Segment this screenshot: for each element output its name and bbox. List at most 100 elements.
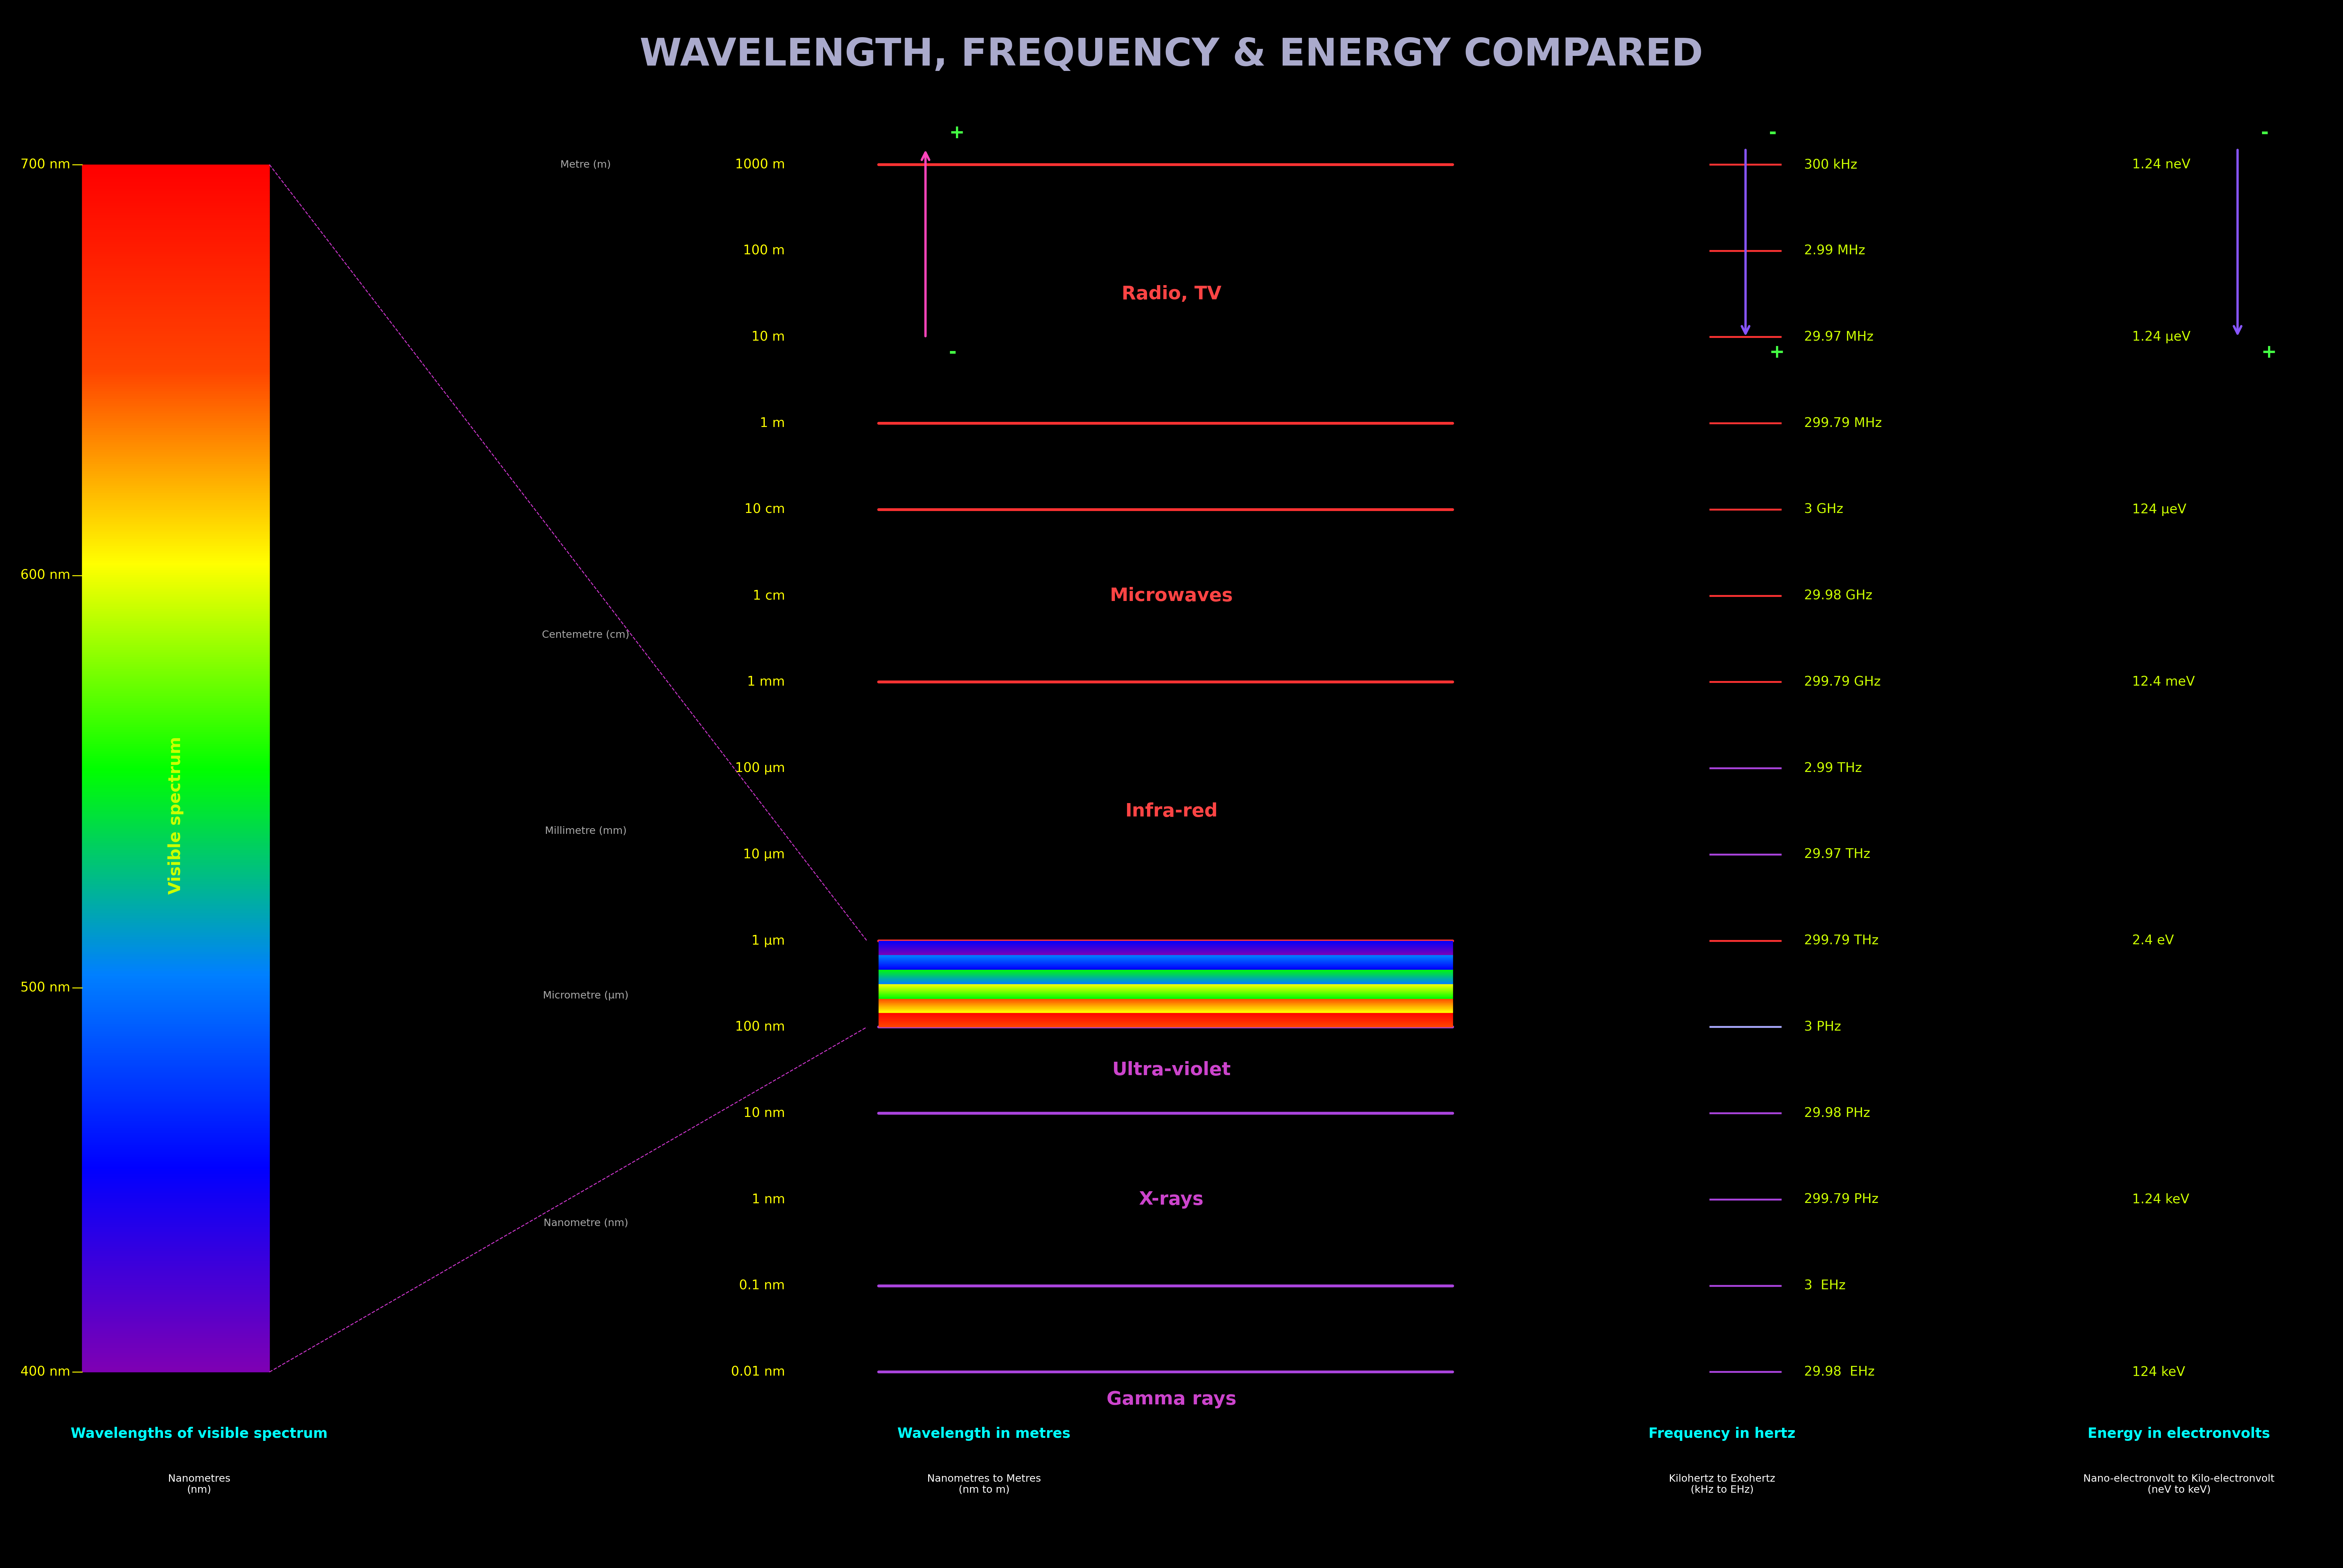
Bar [82,263,269,267]
Text: Metre (m): Metre (m) [560,160,612,169]
Bar [82,179,269,182]
Bar [82,1254,269,1256]
Bar [82,831,269,834]
Bar [82,1359,269,1363]
Bar [82,1264,269,1265]
Bar [82,884,269,886]
Bar [82,679,269,682]
Bar [82,478,269,481]
Bar [82,193,269,196]
Text: +: + [949,124,965,143]
Bar [82,1138,269,1140]
Bar [82,362,269,365]
Bar [82,826,269,828]
Text: 10 nm: 10 nm [743,1107,785,1120]
Bar [82,638,269,640]
Text: 3 GHz: 3 GHz [1804,503,1844,516]
Text: +: + [2261,343,2277,362]
Bar [82,191,269,193]
Bar [82,613,269,616]
Bar [82,257,269,259]
Bar [82,848,269,850]
Bar [82,394,269,397]
Bar [82,1261,269,1264]
Text: 1 μm: 1 μm [752,935,785,947]
Bar [82,535,269,536]
Text: 0.01 nm: 0.01 nm [731,1366,785,1378]
Bar [82,861,269,862]
Bar [82,1220,269,1223]
Bar [82,1217,269,1220]
Bar [82,241,269,245]
Bar [82,285,269,289]
Bar [82,187,269,188]
Text: 10 cm: 10 cm [745,503,785,516]
Bar [82,839,269,840]
Text: Kilohertz to Exohertz
(kHz to EHz): Kilohertz to Exohertz (kHz to EHz) [1668,1474,1776,1494]
Bar [82,224,269,227]
Bar [82,1273,269,1275]
Bar [82,1113,269,1116]
Bar [82,947,269,950]
Bar [82,447,269,450]
Bar [82,541,269,544]
Bar [82,1270,269,1273]
Bar [82,1314,269,1317]
Bar [82,549,269,550]
Bar [82,1013,269,1014]
Bar [82,290,269,293]
Bar [82,401,269,403]
Bar [82,1176,269,1179]
Bar [82,983,269,986]
Text: 10 μm: 10 μm [743,848,785,861]
Bar [82,718,269,720]
Bar [82,875,269,877]
Bar [82,434,269,437]
Bar [82,220,269,223]
Bar [82,339,269,340]
Bar [82,329,269,331]
Bar [82,1327,269,1328]
Bar [82,276,269,278]
Bar [82,640,269,643]
Bar [82,1350,269,1353]
Bar [82,786,269,787]
Bar [82,558,269,561]
Text: WAVELENGTH, FREQUENCY & ENERGY COMPARED: WAVELENGTH, FREQUENCY & ENERGY COMPARED [640,36,1703,74]
Bar [82,728,269,729]
Bar [82,172,269,174]
Bar [82,836,269,839]
Bar [82,911,269,913]
Bar [82,365,269,367]
Bar [82,1134,269,1135]
Bar [82,384,269,387]
Bar [82,1225,269,1228]
Bar [82,1234,269,1237]
Bar [82,1109,269,1112]
Bar [82,1358,269,1359]
Bar [82,925,269,928]
Bar [82,1022,269,1024]
Bar [82,630,269,633]
Bar [82,361,269,362]
Bar [82,682,269,684]
Bar [82,1331,269,1333]
Bar [82,1306,269,1309]
Bar [82,602,269,604]
Bar [82,599,269,602]
Bar [82,773,269,776]
Bar [82,1054,269,1055]
Bar [82,351,269,353]
Bar [82,1118,269,1121]
Bar [82,792,269,795]
Bar [82,862,269,866]
Bar [82,1000,269,1002]
Bar [82,924,269,925]
Bar [82,218,269,220]
Bar [82,1367,269,1369]
Bar [82,433,269,434]
Bar [82,1167,269,1170]
Text: Visible spectrum: Visible spectrum [169,737,183,894]
Bar [82,1033,269,1036]
Bar [82,971,269,974]
